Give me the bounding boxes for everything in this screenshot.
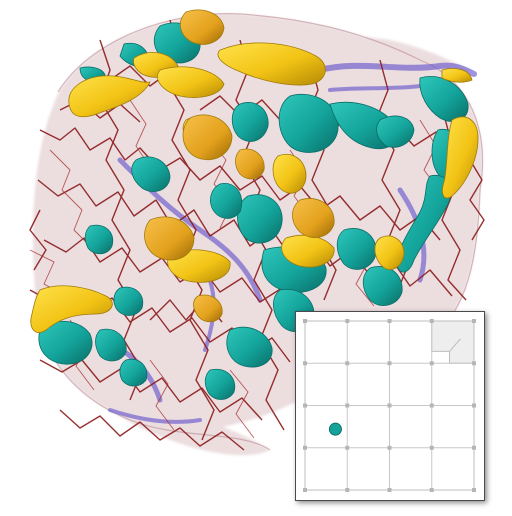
minimap-grid-node bbox=[429, 403, 434, 408]
minimap-grid-node bbox=[345, 445, 350, 450]
minimap-grid-node bbox=[429, 319, 434, 323]
minimap-grid-node bbox=[387, 403, 392, 408]
minimap-grid-node bbox=[472, 445, 476, 450]
minimap-grid-node bbox=[472, 319, 476, 323]
minimap-grid-node bbox=[429, 361, 434, 366]
minimap-grid-node bbox=[303, 403, 307, 408]
minimap-grid-node bbox=[303, 488, 307, 492]
highlighted-cell-shape bbox=[431, 320, 475, 364]
minimap-grid-node bbox=[387, 361, 392, 366]
minimap-grid-node bbox=[345, 403, 350, 408]
minimap-grid-node bbox=[429, 445, 434, 450]
minimap-marker-dot[interactable] bbox=[328, 422, 342, 436]
minimap-highlighted-cell bbox=[431, 320, 475, 364]
minimap-grid-node bbox=[345, 361, 350, 366]
minimap-grid-node bbox=[387, 319, 392, 323]
minimap-grid-node bbox=[429, 488, 434, 492]
minimap-grid-node bbox=[303, 445, 307, 450]
minimap-grid-node bbox=[345, 319, 350, 323]
minimap-grid-node bbox=[387, 445, 392, 450]
minimap-grid-node bbox=[303, 361, 307, 366]
minimap-grid-node bbox=[345, 488, 350, 492]
yellow-surface-layer bbox=[30, 9, 479, 333]
highlighted-cell-diagonal bbox=[449, 338, 461, 352]
minimap-grid-node bbox=[472, 403, 476, 408]
minimap-position-marker[interactable] bbox=[328, 422, 342, 436]
minimap-grid-node bbox=[387, 488, 392, 492]
minimap-grid-node bbox=[303, 319, 307, 323]
minimap-grid-nodes bbox=[303, 319, 476, 492]
minimap-grid-node bbox=[472, 361, 476, 366]
minimap-grid-node bbox=[472, 488, 476, 492]
navigation-minimap[interactable] bbox=[295, 311, 485, 501]
